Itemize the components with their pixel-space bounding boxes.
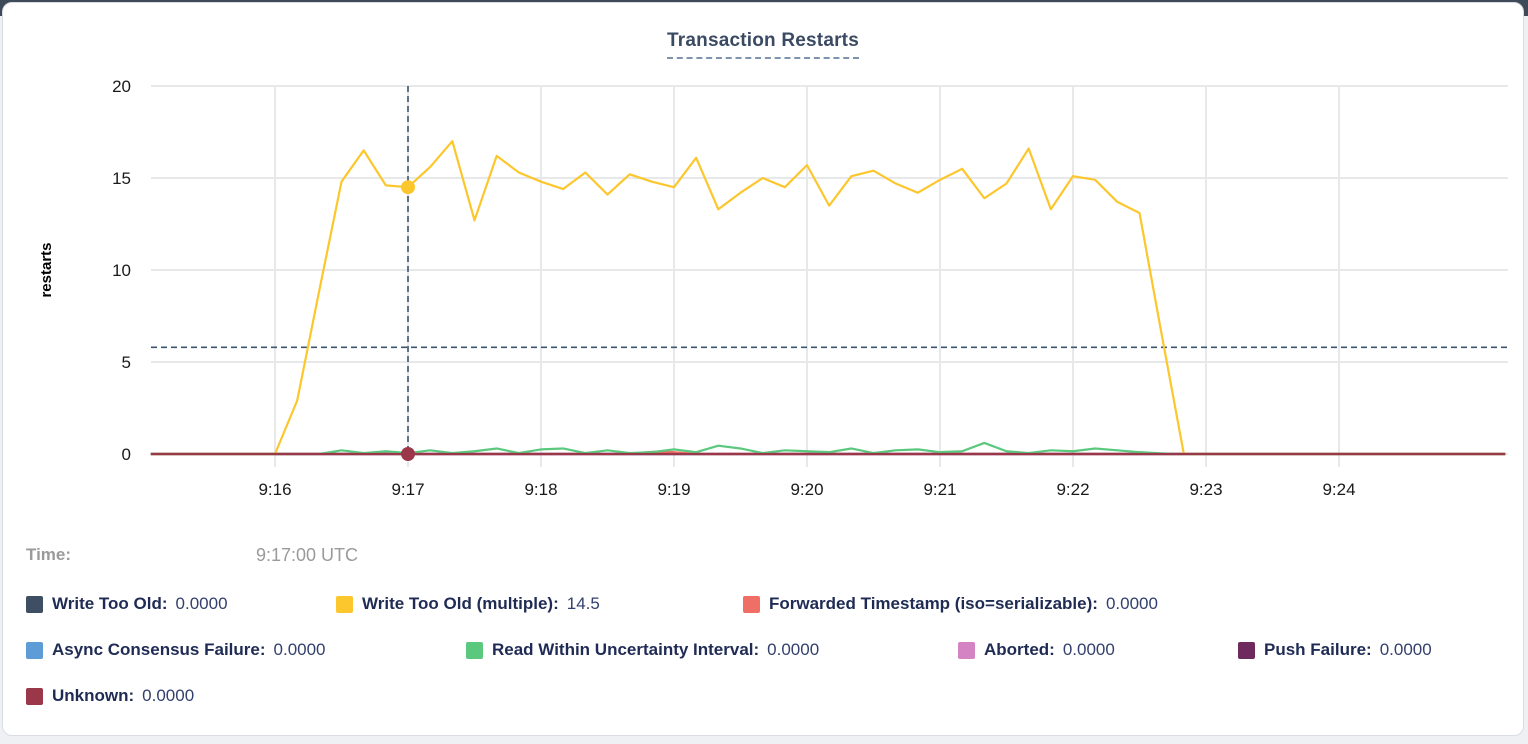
x-tick-label: 9:16 <box>258 480 291 499</box>
x-tick-label: 9:17 <box>391 480 424 499</box>
x-tick-label: 9:18 <box>524 480 557 499</box>
legend-swatch <box>336 595 353 613</box>
y-tick-label: 20 <box>112 77 131 96</box>
legend-label: Unknown: <box>52 686 135 705</box>
legend-value: 0.0000 <box>767 640 820 659</box>
chart-legend: Write Too Old: 0.0000 Write Too Old (multi… <box>3 591 1523 721</box>
hover-time-value: 9:17:00 UTC <box>256 545 359 565</box>
legend-swatch <box>958 641 975 659</box>
legend-value: 0.0000 <box>273 640 326 659</box>
x-tick-label: 9:22 <box>1056 480 1089 499</box>
legend-item-write-too-old: Write Too Old: 0.0000 <box>26 593 228 615</box>
legend-swatch <box>26 595 43 613</box>
x-tick-label: 9:19 <box>657 480 690 499</box>
y-tick-label: 5 <box>122 353 131 372</box>
legend-label: Aborted: <box>984 640 1055 659</box>
legend-swatch <box>26 687 43 705</box>
hover-marker <box>401 180 415 195</box>
legend-item-read-within-uncertainty-interval: Read Within Uncertainty Interval: 0.0000 <box>466 639 819 661</box>
legend-swatch <box>743 595 760 613</box>
legend-item-write-too-old-multiple: Write Too Old (multiple): 14.5 <box>336 593 600 615</box>
legend-item-aborted: Aborted: 0.0000 <box>958 639 1115 661</box>
legend-value: 0.0000 <box>142 686 195 705</box>
legend-value: 0.0000 <box>175 594 228 613</box>
legend-label: Write Too Old (multiple): <box>362 594 559 613</box>
legend-value: 0.0000 <box>1105 594 1158 613</box>
legend-label: Read Within Uncertainty Interval: <box>492 640 760 659</box>
hover-readout: Time: 9:17:00 UTC <box>26 545 1506 569</box>
chart-title: Transaction Restarts <box>3 30 1523 59</box>
y-tick-label: 0 <box>122 445 131 464</box>
y-tick-label: 15 <box>112 169 131 188</box>
x-tick-label: 9:21 <box>923 480 956 499</box>
legend-swatch <box>466 641 483 659</box>
legend-swatch <box>26 641 43 659</box>
hover-marker <box>401 447 415 461</box>
legend-item-forwarded-timestamp-iso-serializable: Forwarded Timestamp (iso=serializable): 0… <box>743 593 1158 615</box>
legend-value: 14.5 <box>566 594 600 613</box>
legend-item-async-consensus-failure: Async Consensus Failure: 0.0000 <box>26 639 326 661</box>
y-tick-label: 10 <box>112 261 131 280</box>
chart-title-text[interactable]: Transaction Restarts <box>667 30 859 59</box>
hover-time-label: Time: <box>26 545 72 564</box>
legend-swatch <box>1238 641 1255 659</box>
legend-value: 0.0000 <box>1379 640 1432 659</box>
series-line-read-within-uncertainty-interval <box>150 441 1506 456</box>
x-tick-label: 9:23 <box>1189 480 1222 499</box>
legend-value: 0.0000 <box>1062 640 1115 659</box>
x-tick-label: 9:20 <box>790 480 823 499</box>
legend-label: Forwarded Timestamp (iso=serializable): <box>769 594 1098 613</box>
y-axis-label: restarts <box>38 242 55 297</box>
legend-label: Write Too Old: <box>52 594 168 613</box>
legend-label: Async Consensus Failure: <box>52 640 266 659</box>
series-line-write-too-old-multiple <box>150 140 1506 456</box>
legend-item-push-failure: Push Failure: 0.0000 <box>1238 639 1432 661</box>
x-tick-label: 9:24 <box>1322 480 1355 499</box>
legend-label: Push Failure: <box>1264 640 1372 659</box>
legend-item-unknown: Unknown: 0.0000 <box>26 685 194 707</box>
transaction-restarts-chart[interactable]: 0 5 10 15 20 9:16 9:17 9:18 9:19 9:20 9:21 9:22 9:23… <box>3 3 1524 518</box>
